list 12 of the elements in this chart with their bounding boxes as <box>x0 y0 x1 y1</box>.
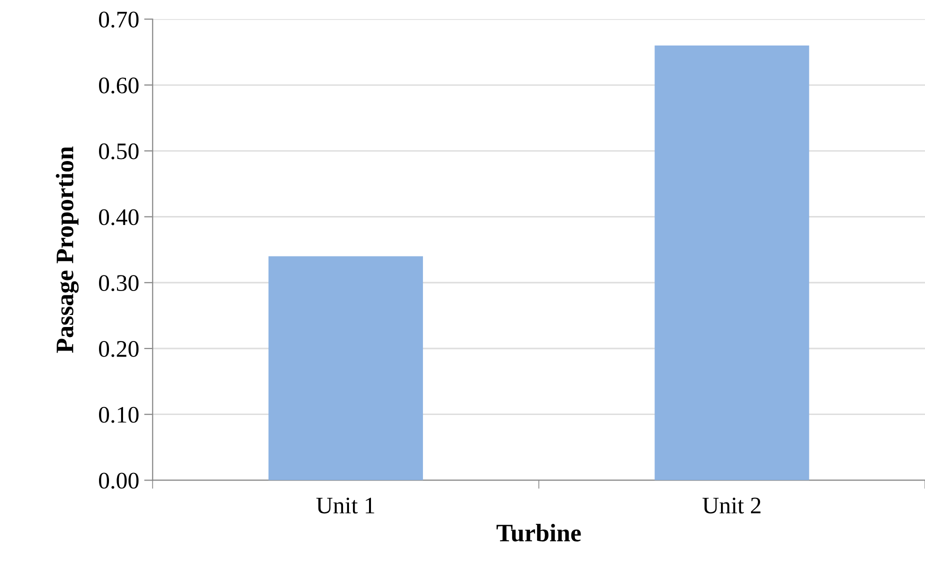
x-tick-label: Unit 2 <box>702 498 760 514</box>
y-tick-label: 0.10 <box>99 406 139 423</box>
y-tick-label: 0.20 <box>99 340 139 358</box>
y-axis-title: Passage Proportion <box>56 146 79 353</box>
y-tick-label: 0.60 <box>99 78 139 94</box>
y-tick-label: 0.70 <box>99 12 139 28</box>
y-tick-label: 0.40 <box>99 209 139 226</box>
y-tick-label: 0.50 <box>99 143 139 160</box>
y-tick-label: 0.30 <box>99 275 139 292</box>
y-tick-label: 0.00 <box>99 472 139 489</box>
x-axis-title: Turbine <box>496 524 581 542</box>
x-tick-label: Unit 1 <box>316 498 374 514</box>
